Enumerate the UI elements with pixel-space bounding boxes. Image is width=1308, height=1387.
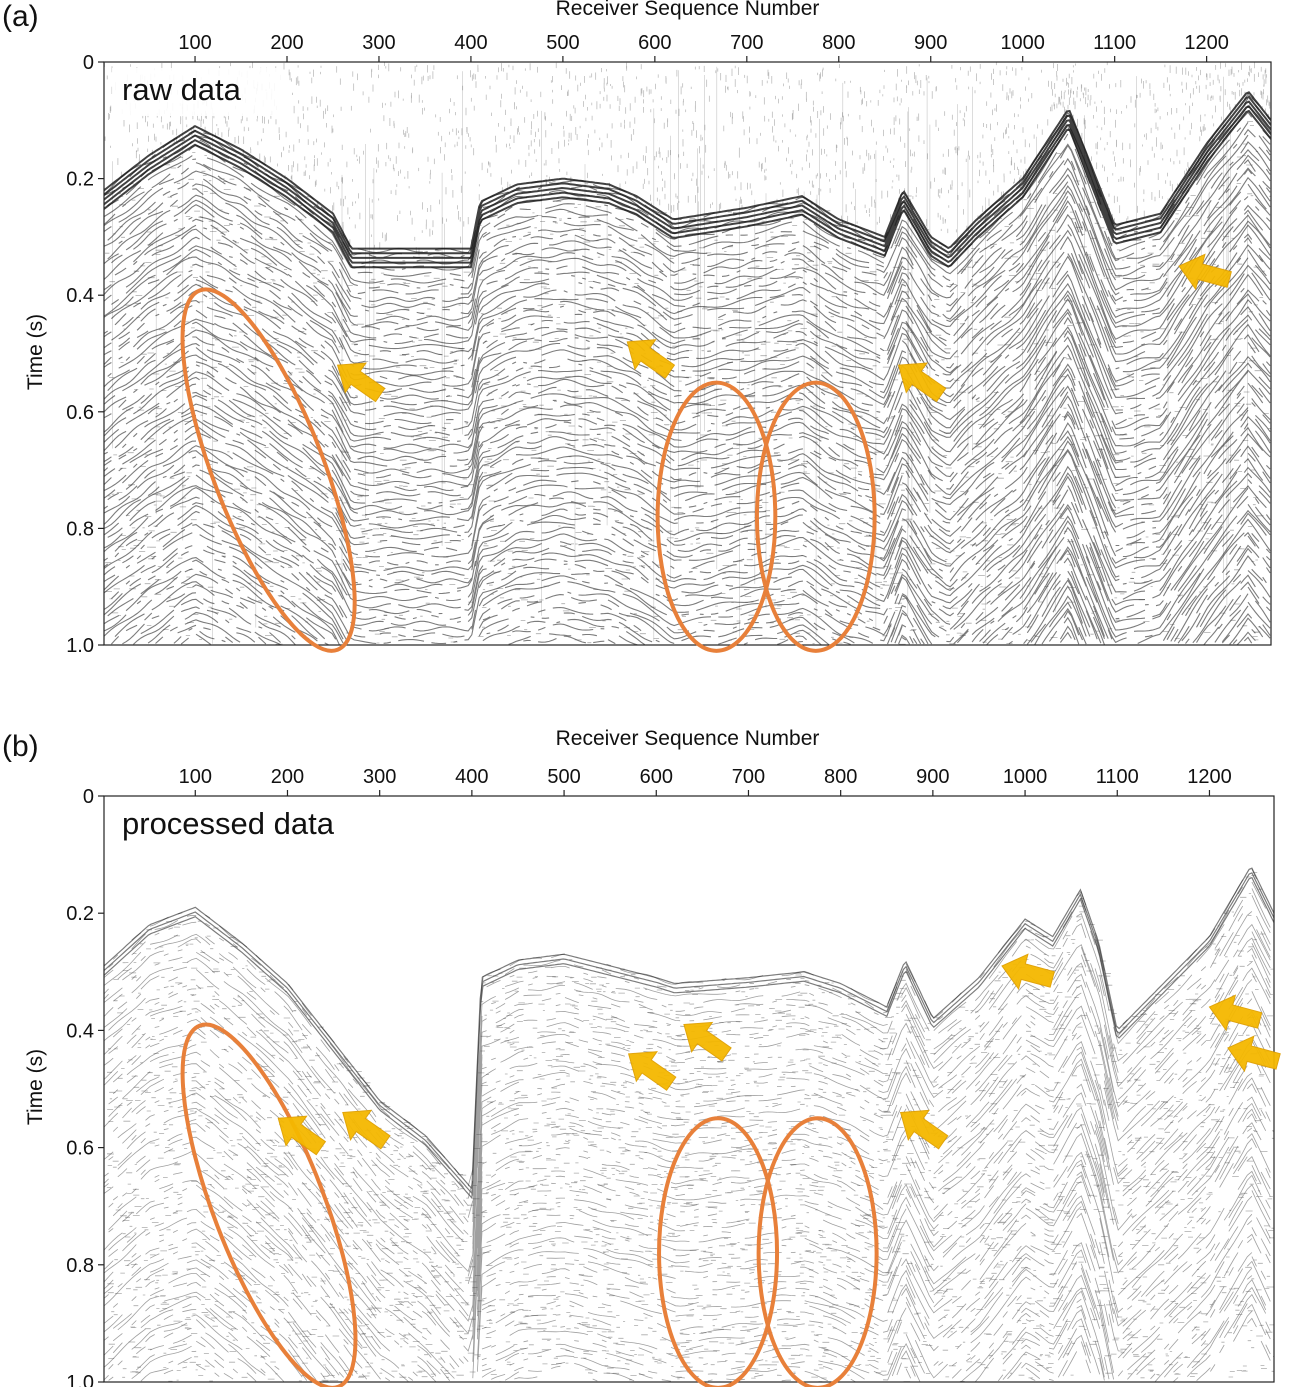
panel-annotation: processed data [122,806,335,841]
x-tick-label: 400 [454,32,487,54]
y-tick-label: 0.8 [66,518,94,540]
x-tick-label: 200 [271,766,304,788]
x-tick-label: 1100 [1096,766,1139,788]
x-tick-label: 800 [824,766,857,788]
y-tick-label: 0.6 [66,1138,94,1160]
highlight-ellipse [657,1116,780,1387]
x-tick-label: 1200 [1187,766,1232,788]
plot-frame [103,795,1275,1383]
x-tick-label: 900 [916,766,949,788]
x-tick-label: 900 [914,32,947,54]
arrow-marker [683,1021,732,1062]
arrow-marker [627,1051,677,1091]
x-tick-label: 600 [640,766,673,788]
y-tick-label: 0.4 [66,285,94,307]
x-tick-label: 600 [638,32,671,54]
x-tick-label: 100 [178,32,211,54]
arrow-marker [342,1109,391,1150]
arrow-marker [336,362,386,403]
highlight-ellipse [180,287,357,653]
x-tick-label: 300 [362,32,395,54]
x-tick-label: 1000 [1003,766,1048,788]
seismic-texture [104,62,1271,645]
x-axis-title: Receiver Sequence Number [555,0,820,20]
x-tick-label: 400 [455,766,488,788]
x-axis-title: Receiver Sequence Number [555,727,820,750]
y-tick-label: 0.6 [66,402,94,424]
annotation-background [112,68,282,116]
arrow-marker [1208,994,1263,1032]
arrow-marker [1001,953,1055,991]
x-tick-label: 1000 [1000,32,1045,54]
seismic-section-raw: 100 200 300 400 500 600 700 800 900 1000 1100 1200 0… [66,32,1272,657]
highlight-ellipse [754,380,877,653]
plot-frame [103,61,1272,646]
y-tick-label: 0.8 [66,1255,94,1277]
arrow-marker [1227,1035,1281,1073]
annotation-background [112,802,367,850]
y-tick-label: 0 [83,52,94,74]
highlight-ellipse [655,380,778,653]
x-tick-label: 300 [363,766,396,788]
arrow-marker [897,362,947,403]
y-tick-label: 0.2 [66,903,94,925]
x-tick-label: 700 [732,766,765,788]
panel-a: (a) Receiver Sequence Number Time (s) 10… [0,0,1308,660]
panel-b: (b) Receiver Sequence Number Time (s) 10… [0,727,1308,1387]
y-tick-label: 1.0 [66,1372,94,1387]
arrow-marker [626,339,676,379]
x-tick-label: 1100 [1093,32,1136,54]
x-tick-label: 800 [822,32,855,54]
x-tick-label: 700 [730,32,763,54]
highlight-ellipse [180,1022,358,1387]
arrow-marker [1178,253,1232,291]
panel-label: (a) [2,0,39,33]
seismic-section-processed: 100 200 300 400 500 600 700 800 900 1000 1100 1200 0… [66,766,1281,1387]
highlight-ellipse [756,1116,879,1387]
y-tick-label: 0.2 [66,169,94,191]
y-tick-label: 0 [83,786,94,808]
arrow-marker [899,1109,949,1150]
seismic-texture [104,867,1274,1382]
x-tick-label: 100 [179,766,212,788]
y-tick-label: 1.0 [66,635,94,657]
arrow-marker [277,1115,327,1156]
x-tick-label: 1200 [1184,32,1229,54]
x-tick-label: 500 [547,766,580,788]
x-tick-label: 200 [270,32,303,54]
panel-label: (b) [2,730,39,763]
panel-annotation: raw data [122,72,242,107]
y-tick-label: 0.4 [66,1020,94,1042]
x-tick-label: 500 [546,32,579,54]
